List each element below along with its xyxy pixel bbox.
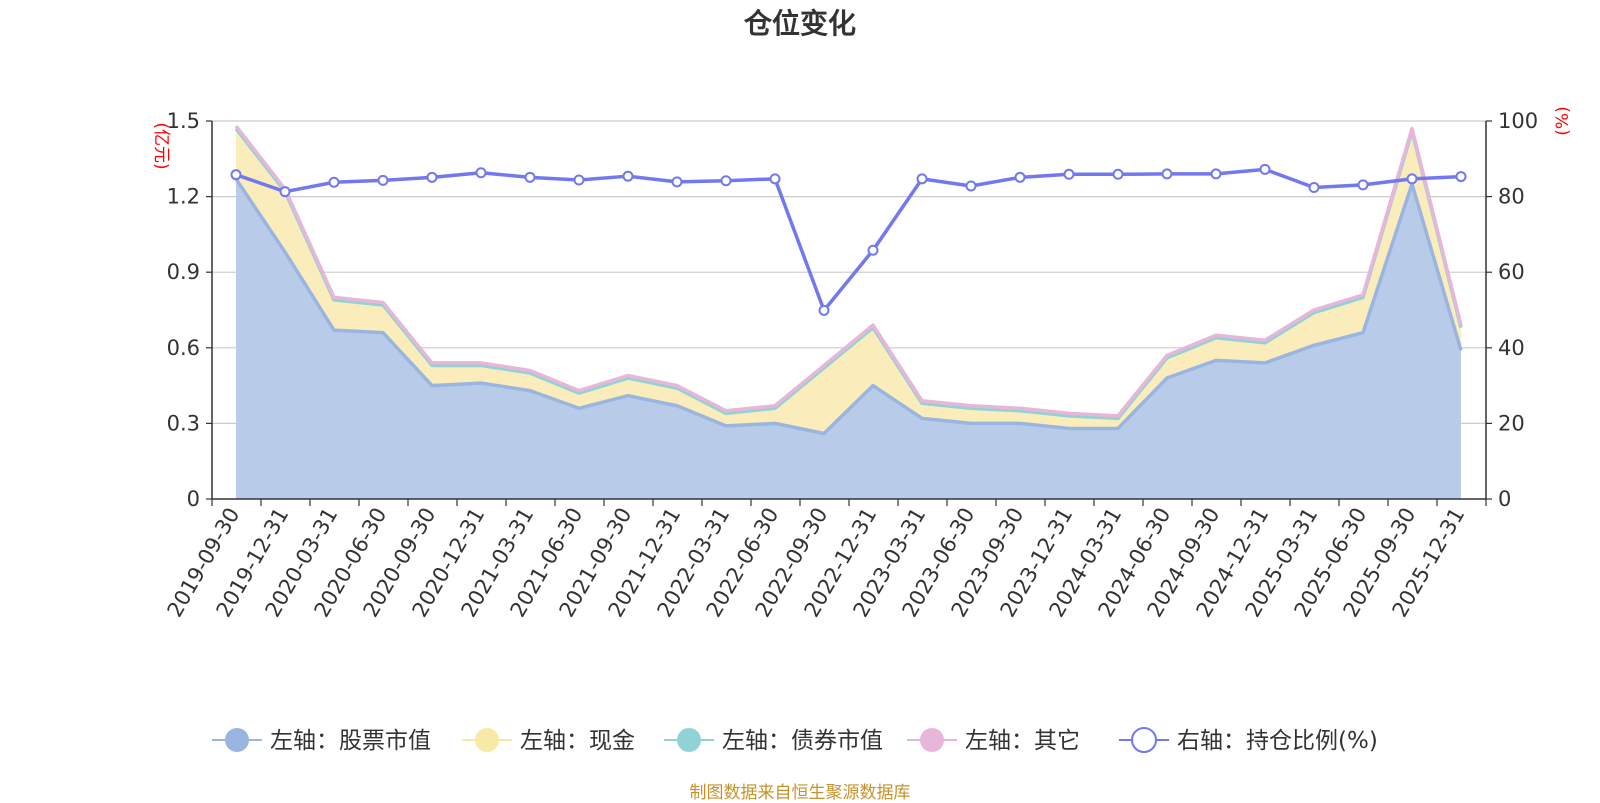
legend-item-label: 右轴：持仓比例(%) [1177, 728, 1378, 754]
ratio-point [377, 174, 389, 186]
ratio-line [235, 167, 1462, 313]
left-axis-tick-label: 0.3 [167, 411, 200, 435]
ratio-point [1210, 168, 1222, 180]
ratio-point [573, 174, 585, 186]
ratio-point [1455, 171, 1467, 183]
ratio-point [524, 171, 536, 183]
ratio-point [1259, 163, 1271, 175]
right-axis-tick-label: 100 [1498, 109, 1538, 133]
area-series [234, 124, 1463, 499]
ratio-point [1014, 171, 1026, 183]
ratio-line-series [230, 163, 1467, 316]
legend-item-label: 左轴：现金 [520, 728, 635, 754]
left-axis-tick-label: 1.2 [167, 185, 200, 209]
area-fill-1 [236, 128, 1461, 434]
right-axis-unit: (%) [1553, 106, 1573, 135]
right-axis-tick-label: 20 [1498, 411, 1525, 435]
ratio-point [328, 176, 340, 188]
ratio-point [1161, 168, 1173, 180]
legend-item-label: 左轴：其它 [965, 728, 1080, 754]
area-fill-0 [236, 178, 1461, 499]
ratio-point [622, 170, 634, 182]
ratio-point [965, 180, 977, 192]
right-axis-tick-label: 60 [1498, 260, 1525, 284]
legend-swatch-marker [475, 728, 499, 752]
ratio-point [1308, 182, 1320, 194]
ratio-point [671, 176, 683, 188]
data-source-note: 制图数据来自恒生聚源数据库 [689, 783, 911, 803]
left-axis-tick-label: 0.9 [167, 260, 200, 284]
ratio-point [1406, 173, 1418, 185]
right-axis-tick-label: 40 [1498, 336, 1525, 360]
area-line-0 [234, 177, 1463, 436]
ratio-point [916, 173, 928, 185]
legend-item-label: 左轴：股票市值 [270, 728, 431, 754]
ratio-point [426, 171, 438, 183]
ratio-point [1112, 168, 1124, 180]
ratio-point [1357, 179, 1369, 191]
left-axis-unit: (亿元) [151, 122, 171, 169]
area-line-3 [234, 124, 1463, 418]
ratio-point [769, 173, 781, 185]
ratio-point [818, 304, 830, 316]
left-axis-tick-label: 0 [187, 487, 200, 511]
ratio-point [475, 167, 487, 179]
chart-title: 仓位变化 [743, 7, 856, 40]
legend-swatch-marker [920, 728, 944, 752]
area-line-2 [234, 127, 1463, 421]
left-axis-tick-label: 1.5 [167, 109, 200, 133]
ratio-point [720, 175, 732, 187]
ratio-point [279, 186, 291, 198]
ratio-point [1063, 168, 1075, 180]
ratio-point [230, 169, 242, 181]
legend-swatch-marker [677, 728, 701, 752]
right-axis-tick-label: 80 [1498, 185, 1525, 209]
left-axis-tick-label: 0.6 [167, 336, 200, 360]
right-axis-tick-label: 0 [1498, 487, 1511, 511]
legend-item-label: 左轴：债券市值 [722, 728, 883, 754]
legend-swatch-marker [1131, 727, 1157, 753]
legend-swatch-marker [225, 728, 249, 752]
ratio-point [867, 244, 879, 256]
legend[interactable]: 左轴：股票市值 左轴：现金 左轴：债券市值 左轴：其它 右轴：持仓比例(%) [212, 727, 1378, 754]
